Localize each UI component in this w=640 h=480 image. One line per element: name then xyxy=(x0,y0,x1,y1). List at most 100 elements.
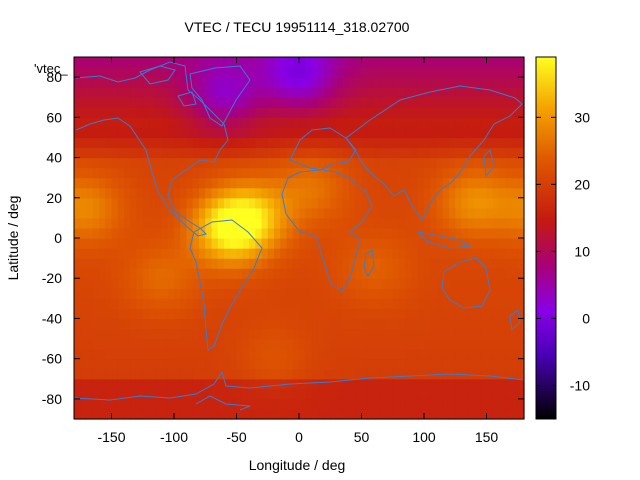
heatmap-cell xyxy=(186,328,194,340)
heatmap-cell xyxy=(267,227,275,239)
heatmap-cell xyxy=(224,117,231,128)
heatmap-cell xyxy=(461,408,469,420)
heatmap-cell xyxy=(236,258,244,269)
heatmap-cell xyxy=(167,238,175,249)
heatmap-cell xyxy=(211,57,219,68)
heatmap-cell xyxy=(299,197,306,209)
heatmap-cell xyxy=(380,328,388,340)
heatmap-cell xyxy=(436,197,444,209)
heatmap-cell xyxy=(361,227,369,239)
heatmap-cell xyxy=(336,398,344,410)
heatmap-cell xyxy=(311,207,319,219)
heatmap-cell xyxy=(511,207,519,219)
heatmap-cell xyxy=(467,248,475,259)
heatmap-cell xyxy=(511,227,519,239)
heatmap-cell xyxy=(430,67,438,78)
heatmap-cell xyxy=(367,248,375,259)
heatmap-cell xyxy=(124,127,131,139)
heatmap-cell xyxy=(299,258,306,269)
heatmap-cell xyxy=(267,278,275,289)
heatmap-cell xyxy=(142,238,150,249)
heatmap-cell xyxy=(324,127,331,139)
heatmap-cell xyxy=(380,67,388,78)
heatmap-cell xyxy=(417,207,425,219)
heatmap-cell xyxy=(186,157,194,169)
heatmap-cell xyxy=(399,238,406,249)
heatmap-cell xyxy=(411,258,419,269)
heatmap-cell xyxy=(442,388,450,400)
heatmap-cell xyxy=(186,127,194,139)
heatmap-cell xyxy=(342,57,350,68)
heatmap-cell xyxy=(230,268,238,279)
heatmap-cell xyxy=(305,187,313,199)
heatmap-cell xyxy=(311,127,319,139)
heatmap-cell xyxy=(117,147,125,159)
heatmap-cell xyxy=(417,398,425,410)
heatmap-cell xyxy=(474,238,481,249)
heatmap-cell xyxy=(299,127,306,139)
heatmap-cell xyxy=(367,117,375,128)
heatmap-cell xyxy=(299,298,306,309)
heatmap-cell xyxy=(480,278,488,289)
heatmap-cell xyxy=(249,248,256,259)
heatmap-cell xyxy=(161,127,169,139)
heatmap-cell xyxy=(136,388,144,400)
heatmap-cell xyxy=(480,167,488,179)
heatmap-cell xyxy=(461,167,469,179)
heatmap-cell xyxy=(336,288,344,299)
heatmap-cell xyxy=(511,238,519,249)
heatmap-cell xyxy=(217,117,225,128)
heatmap-cell xyxy=(424,288,431,299)
heatmap-cell xyxy=(167,207,175,219)
heatmap-cell xyxy=(199,248,206,259)
heatmap-cell xyxy=(492,368,500,380)
heatmap-cell xyxy=(142,318,150,330)
heatmap-cell xyxy=(474,177,481,189)
heatmap-cell xyxy=(86,107,94,118)
key-title: 'vtec_ xyxy=(34,61,68,76)
heatmap-cell xyxy=(299,167,306,179)
heatmap-cell xyxy=(267,217,275,229)
heatmap-cell xyxy=(274,197,281,209)
heatmap-cell xyxy=(199,388,206,400)
heatmap-cell xyxy=(242,187,250,199)
heatmap-cell xyxy=(505,298,513,309)
heatmap-cell xyxy=(342,338,350,350)
heatmap-cell xyxy=(474,388,481,400)
heatmap-cell xyxy=(155,378,163,390)
heatmap-cell xyxy=(261,338,269,350)
heatmap-cell xyxy=(74,358,81,370)
heatmap-cell xyxy=(517,288,525,299)
heatmap-cell xyxy=(105,388,113,400)
heatmap-cell xyxy=(461,318,469,330)
heatmap-cell xyxy=(467,217,475,229)
heatmap-cell xyxy=(486,187,494,199)
heatmap-cell xyxy=(480,368,488,380)
heatmap-cell xyxy=(305,298,313,309)
heatmap-cell xyxy=(224,67,231,78)
heatmap-cell xyxy=(242,288,250,299)
heatmap-cell xyxy=(80,338,88,350)
heatmap-cell xyxy=(361,157,369,169)
heatmap-cell xyxy=(480,147,488,159)
heatmap-cell xyxy=(186,67,194,78)
heatmap-cell xyxy=(374,288,381,299)
heatmap-cell xyxy=(517,107,525,118)
heatmap-cell xyxy=(417,77,425,88)
heatmap-cell xyxy=(267,207,275,219)
heatmap-cell xyxy=(149,217,156,229)
heatmap-cell xyxy=(117,348,125,360)
heatmap-cell xyxy=(417,358,425,370)
heatmap-cell xyxy=(505,67,513,78)
heatmap-cell xyxy=(192,348,200,360)
heatmap-cell xyxy=(224,298,231,309)
heatmap-cell xyxy=(111,378,119,390)
heatmap-cell xyxy=(411,107,419,118)
heatmap-cell xyxy=(517,77,525,88)
heatmap-cell xyxy=(130,398,138,410)
heatmap-cell xyxy=(461,288,469,299)
heatmap-cell xyxy=(230,318,238,330)
heatmap-cell xyxy=(299,408,306,420)
heatmap-cell xyxy=(267,338,275,350)
heatmap-cell xyxy=(461,338,469,350)
